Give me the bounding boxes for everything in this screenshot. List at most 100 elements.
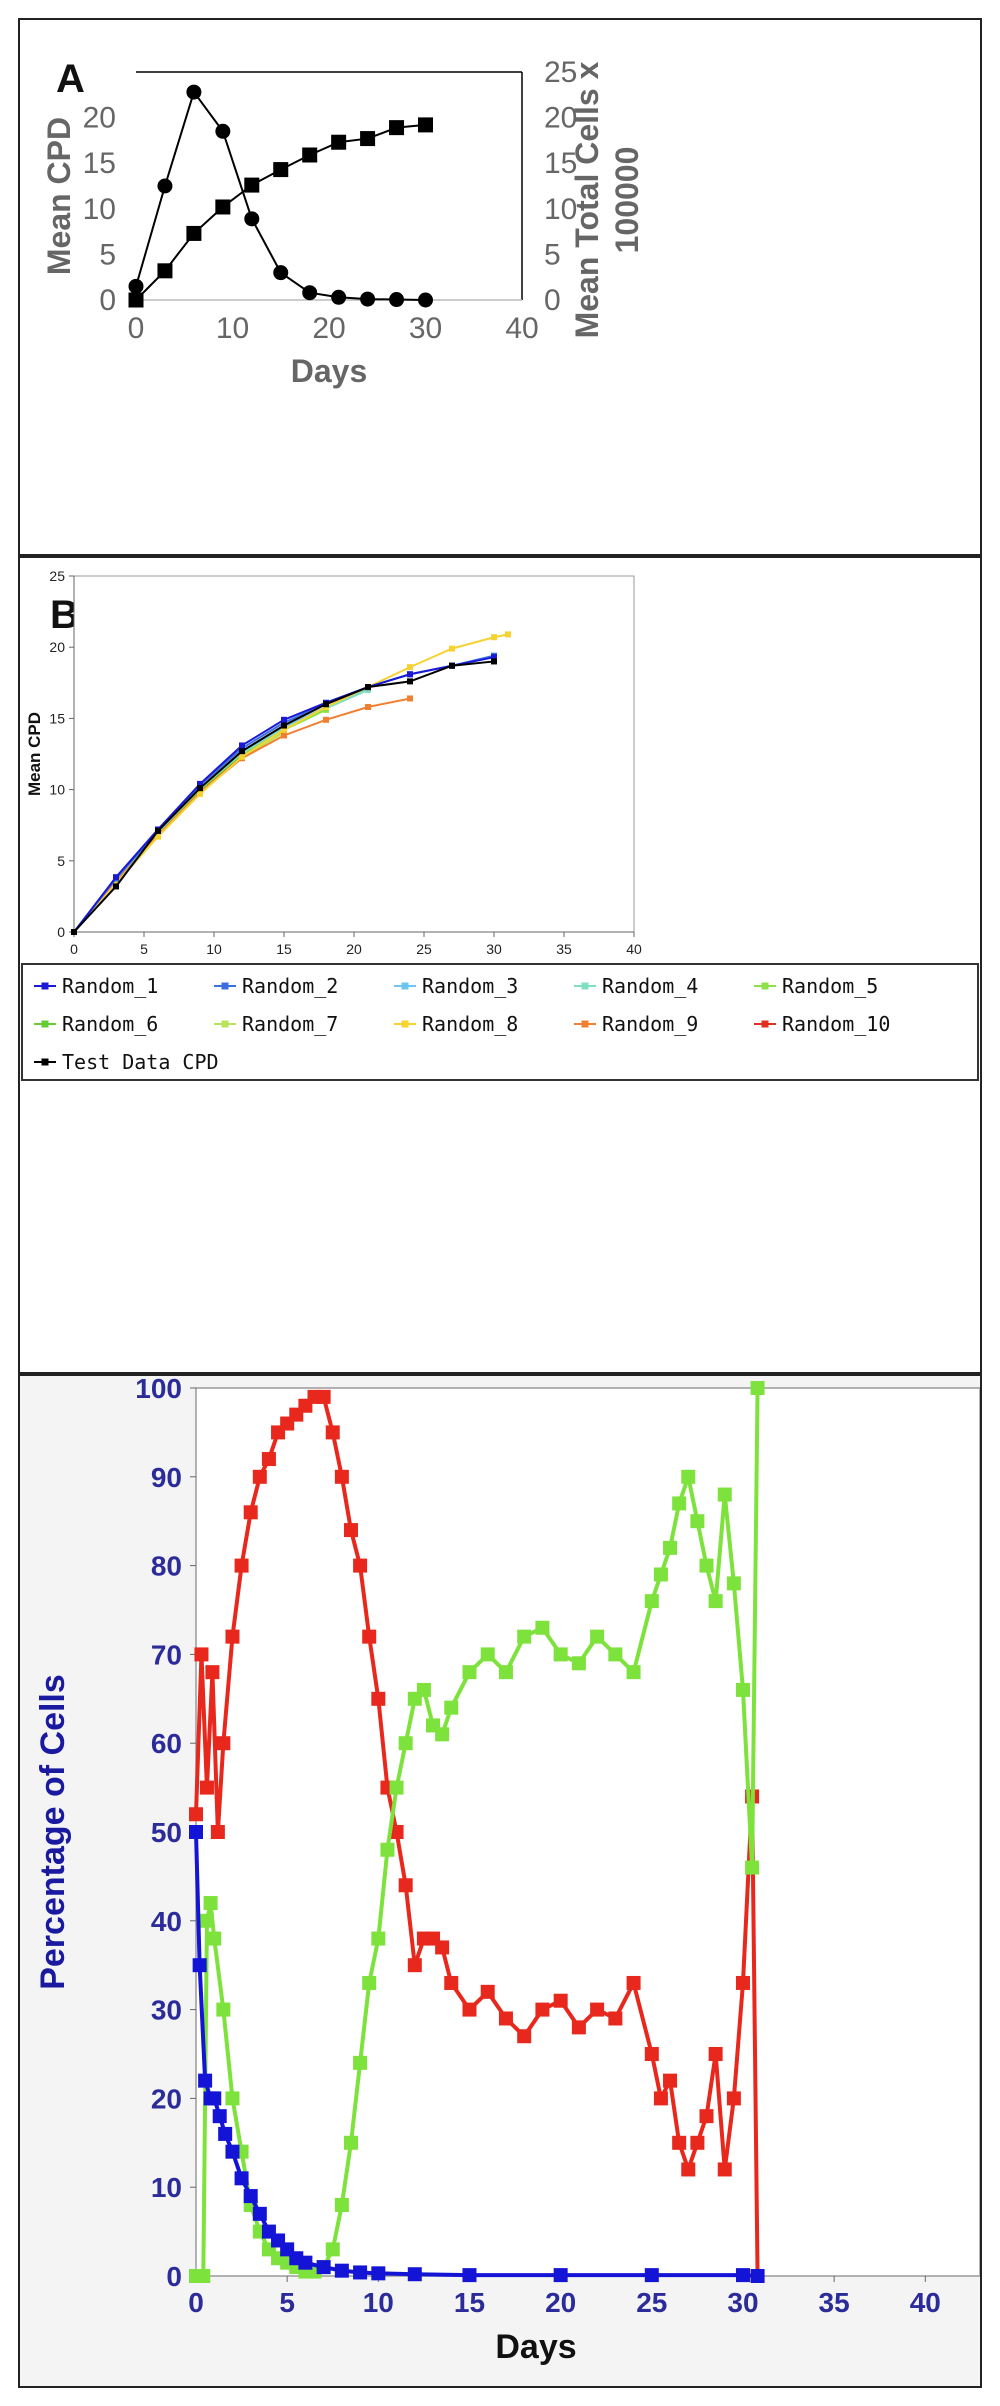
panel-c-series-2-point <box>371 2266 386 2281</box>
panel-b-y-tick: 10 <box>49 782 65 798</box>
panel-b-x-tick: 25 <box>416 941 432 957</box>
panel-b-series-point-Random_1 <box>281 716 287 723</box>
panel-c-series-1-point <box>726 1576 741 1591</box>
panel-c-series-1-point <box>735 1682 750 1697</box>
panel-c-series-0-point <box>498 2011 513 2026</box>
panel-a-y-tick: 20 <box>83 102 116 135</box>
panel-c-series-2-point <box>334 2263 349 2278</box>
panel-b-series-point-Test Data CPD <box>197 785 203 792</box>
panel-a-series-0-point <box>157 263 173 279</box>
panel-c-series-0-point <box>608 2011 623 2026</box>
panel-c-series-1-point <box>717 1487 732 1502</box>
panel-b-series-point-Test Data CPD <box>323 701 329 708</box>
panel-c-series-1-point <box>571 1656 586 1671</box>
panel-c-x-tick: 20 <box>545 2287 576 2318</box>
panel-c-series-1-point <box>435 1727 450 1742</box>
panel-a-y2-tick: 15 <box>544 147 577 180</box>
panel-b-series-point-Random_9 <box>323 716 329 723</box>
panel-c-series-1-point <box>225 2091 240 2106</box>
panel-c-series-0-point <box>216 1736 231 1751</box>
panel-a-y-tick: 15 <box>83 147 116 180</box>
panel-c-series-1-point <box>608 1647 623 1662</box>
panel-b-x-tick: 40 <box>626 941 642 957</box>
panel-b-x-tick: 0 <box>70 941 78 957</box>
panel-c-y-tick: 60 <box>151 1728 182 1759</box>
panel-b-series-point-Random_8 <box>197 790 203 797</box>
panel-c-y-tick: 0 <box>166 2261 182 2292</box>
panel-b-x-tick: 10 <box>206 941 222 957</box>
panel-b-legend-label: Random_8 <box>422 1012 518 1036</box>
panel-c-series-1-point <box>371 1931 386 1946</box>
panel-b-series-point-Random_1 <box>491 654 497 661</box>
panel-c-series-1-point <box>653 1567 668 1582</box>
panel-c-series-0-point <box>663 2073 678 2088</box>
panel-c-series-0-point <box>316 1389 331 1404</box>
panel-c-series-1-point <box>626 1665 641 1680</box>
panel-c-series-0-point <box>407 1958 422 1973</box>
panel-c-series-0-point <box>194 1647 209 1662</box>
panel-a-series-1-point <box>273 265 289 281</box>
panel-b-y-axis-label: Mean CPD <box>25 712 44 796</box>
panel-c-series-0-point <box>480 1984 495 1999</box>
panel-a-x-tick: 40 <box>505 312 538 345</box>
panel-a-series-0-point <box>302 147 318 163</box>
panel-c-series-0-point <box>225 1629 240 1644</box>
panel-c-series-1-point <box>380 1842 395 1857</box>
panel-c-series-2-point <box>462 2268 477 2283</box>
panel-c-series-0-point <box>234 1558 249 1573</box>
panel-b-legend-swatch <box>41 1020 49 1028</box>
panel-c-y-tick: 100 <box>135 1376 182 1404</box>
panel-c-series-0-point <box>717 2162 732 2177</box>
panel-c-series-2-point <box>750 2269 765 2283</box>
panel-b-legend-swatch <box>581 982 589 990</box>
panel-b-series-point-Test Data CPD <box>491 658 497 665</box>
panel-a-y2-tick: 10 <box>544 193 577 226</box>
panel-c-series-1-point <box>535 1620 550 1635</box>
panel-c-series-1-point <box>362 1975 377 1990</box>
panel-c-series-2-point <box>234 2171 249 2186</box>
panel-b-series-point-Random_8 <box>449 645 455 652</box>
panel-c-y-tick: 40 <box>151 1906 182 1937</box>
panel-b-legend-label: Test Data CPD <box>62 1050 219 1074</box>
panel-c-series-1-point <box>334 2197 349 2212</box>
panel-c-series-0-point <box>553 1993 568 2008</box>
panel-b-legend-swatch <box>221 982 229 990</box>
panel-b-x-tick: 20 <box>346 941 362 957</box>
panel-c-series-0-point <box>626 1975 641 1990</box>
panel-a-series-0-point <box>360 131 376 147</box>
panel-b-series-point-Random_8 <box>155 833 161 840</box>
panel-b-legend <box>21 963 979 1081</box>
panel-c-series-1-point <box>480 1647 495 1662</box>
panel-c-series-1-point <box>398 1736 413 1751</box>
panel-c-series-2-point <box>298 2255 313 2270</box>
panel-b-legend-swatch <box>41 1058 49 1066</box>
panel-c-x-tick: 35 <box>819 2287 850 2318</box>
panel-c-series-2-point <box>243 2189 258 2204</box>
panel-c-y-tick: 20 <box>151 2083 182 2114</box>
panel-c-series-0-point <box>571 2020 586 2035</box>
panel-b-series-point-Random_8 <box>239 753 245 760</box>
panel-a-y2-tick: 20 <box>544 102 577 135</box>
panel-c-y-tick: 50 <box>151 1817 182 1848</box>
panel-c-series-0-point <box>325 1425 340 1440</box>
panel-a-series-1-point <box>389 292 405 308</box>
panel-b-legend-swatch <box>761 982 769 990</box>
panel-c-series-1-point <box>681 1469 696 1484</box>
panel-b-legend-label: Random_4 <box>602 974 698 998</box>
panel-c-series-0-point <box>252 1469 267 1484</box>
panel-a-x-tick: 0 <box>128 312 145 345</box>
panel-b-series-point-Random_1 <box>407 671 413 678</box>
panel-c-series-0-point <box>199 1780 214 1795</box>
panel-a-y2-tick: 5 <box>544 238 561 271</box>
panel-c-series-0-point <box>699 2109 714 2124</box>
panel-c-series-1-point <box>498 1665 513 1680</box>
panel-b-y-tick: 20 <box>49 639 65 655</box>
panel-b-series-point-Test Data CPD <box>281 722 287 729</box>
panel-b-x-tick: 5 <box>140 941 148 957</box>
panel-c-series-1-point <box>196 2269 211 2283</box>
panel-c-series-0-point <box>590 2002 605 2017</box>
panel-c-series-0-point <box>444 1975 459 1990</box>
panel-a-series-1-point <box>418 292 433 308</box>
panel-b-x-tick: 35 <box>556 941 572 957</box>
panel-c-series-2-point <box>407 2267 422 2282</box>
